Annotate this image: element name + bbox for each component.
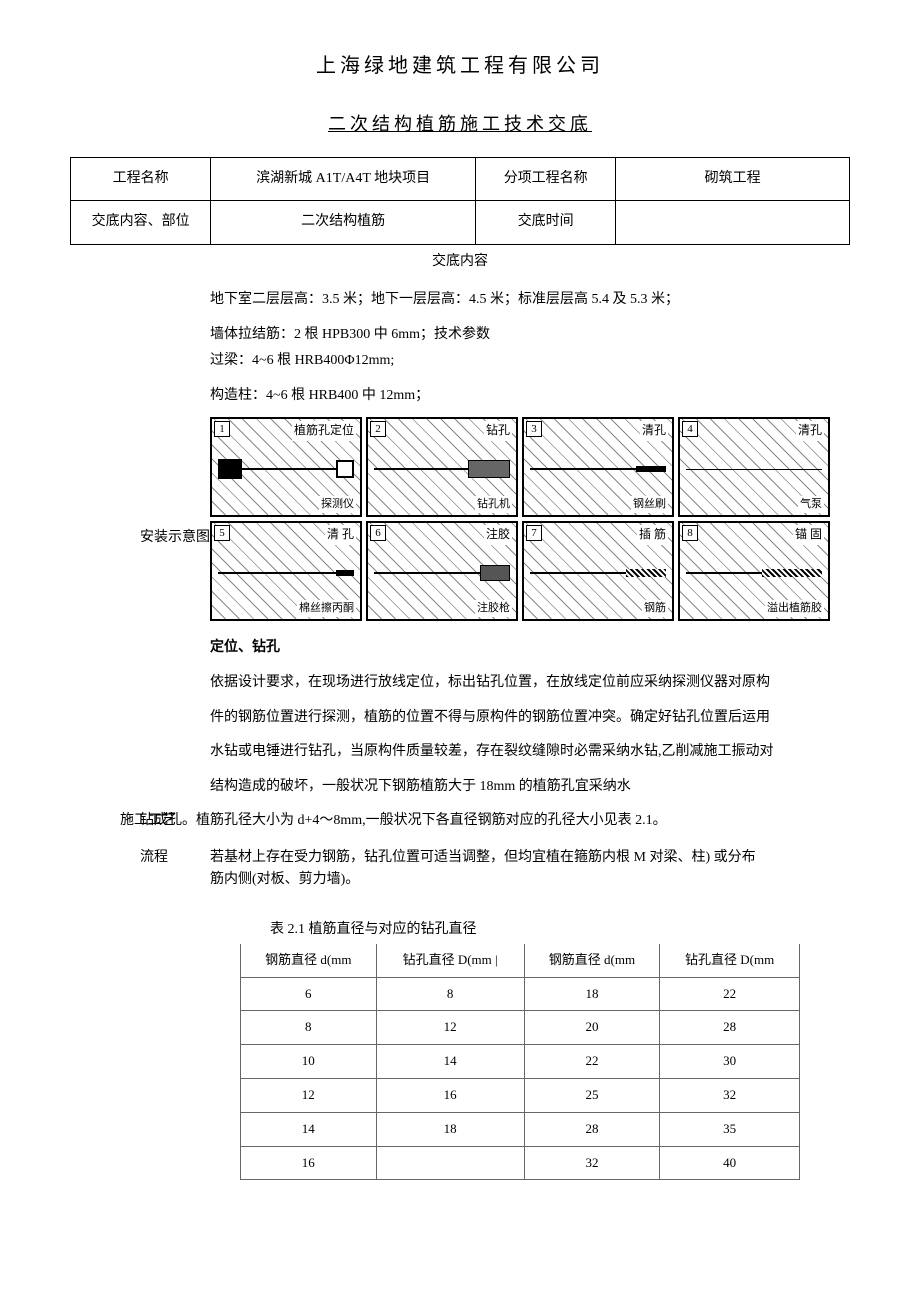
table-row: 10142230: [241, 1045, 800, 1079]
step-title: 清 孔: [325, 525, 356, 544]
step-number: 3: [526, 421, 542, 437]
table-row: 工程名称 滨湖新城 A1T/A4T 地块项目 分项工程名称 砌筑工程: [71, 157, 850, 200]
step-tool: 溢出植筋胶: [765, 600, 824, 618]
column-header: 钢筋直径 d(mm: [241, 944, 377, 977]
step-title: 插 筋: [637, 525, 668, 544]
section-header: 交底内容: [70, 251, 850, 273]
table-cell: 16: [241, 1146, 377, 1180]
diagram-step-7: 7 插 筋 钢筋: [522, 521, 674, 621]
step-number: 8: [682, 525, 698, 541]
table-row: 681822: [241, 977, 800, 1011]
paragraph: 水钻或电锤进行钻孔，当原构件质量较差，存在裂纹缝隙时必需采纳水钻,乙削减施工振动…: [210, 739, 830, 766]
diagram-step-4: 4 清孔 气泵: [678, 417, 830, 517]
table-cell: 18: [376, 1112, 524, 1146]
table-cell: 8: [241, 1011, 377, 1045]
table-row: 16 3240: [241, 1146, 800, 1180]
cell-label: 工程名称: [71, 157, 211, 200]
column-header: 钻孔直径 D(mm: [660, 944, 800, 977]
diagram-step-6: 6 注胶 注胶枪: [366, 521, 518, 621]
table-cell: 28: [660, 1011, 800, 1045]
step-tool: 探测仪: [319, 496, 356, 514]
column-header: 钻孔直径 D(mm |: [376, 944, 524, 977]
side-label: 流程: [140, 847, 168, 869]
step-tool: 棉丝擦丙酮: [297, 600, 356, 618]
table-cell: 12: [241, 1079, 377, 1113]
side-label: 施工工艺: [120, 810, 176, 832]
step-tool: 注胶枪: [475, 600, 512, 618]
table-caption: 表 2.1 植筋直径与对应的钻孔直径: [270, 919, 830, 941]
step-tool: 钢筋: [642, 600, 668, 618]
table-cell: 30: [660, 1045, 800, 1079]
cell-value: 砌筑工程: [616, 157, 850, 200]
paragraph: 件的钢筋位置进行探测，植筋的位置不得与原构件的钢筋位置冲突。确定好钻孔位置后运用: [210, 705, 830, 732]
step-number: 5: [214, 525, 230, 541]
table-cell: 25: [524, 1079, 660, 1113]
table-cell: 16: [376, 1079, 524, 1113]
table-row: 14182835: [241, 1112, 800, 1146]
step-number: 2: [370, 421, 386, 437]
table-cell: 35: [660, 1112, 800, 1146]
table-row: 8122028: [241, 1011, 800, 1045]
table-row: 交底内容、部位 二次结构植筋 交底时间: [71, 201, 850, 244]
table-cell: 14: [241, 1112, 377, 1146]
step-title: 锚 固: [793, 525, 824, 544]
document-title: 二次结构植筋施工技术交底: [70, 110, 850, 139]
paragraph: 筋内侧(对板、剪力墙)。: [210, 872, 359, 887]
paragraph: 地下室二层层高：3.5 米；地下一层层高：4.5 米；标准层层高 5.4 及 5…: [210, 287, 830, 314]
paragraph: 墙体拉结筋：2 根 HPB300 中 6mm；技术参数: [210, 322, 830, 349]
table-cell: 8: [376, 977, 524, 1011]
diagram-step-5: 5 清 孔 棉丝擦丙酮: [210, 521, 362, 621]
table-cell: 12: [376, 1011, 524, 1045]
table-row: 12162532: [241, 1079, 800, 1113]
paragraph: 若基材上存在受力钢筋，钻孔位置可适当调整，但均宜植在箍筋内根 M 对梁、柱) 或…: [210, 850, 756, 865]
table-cell: 10: [241, 1045, 377, 1079]
diagram-label: 安装示意图: [140, 527, 210, 549]
diagram-step-2: 2 钻孔 钻孔机: [366, 417, 518, 517]
step-number: 7: [526, 525, 542, 541]
table-cell: 20: [524, 1011, 660, 1045]
subsection-title: 定位、钻孔: [210, 635, 830, 662]
cell-label: 交底内容、部位: [71, 201, 211, 244]
cell-value: 二次结构植筋: [211, 201, 476, 244]
diagram-step-8: 8 锚 固 溢出植筋胶: [678, 521, 830, 621]
table-cell: 14: [376, 1045, 524, 1079]
cell-value: 滨湖新城 A1T/A4T 地块项目: [211, 157, 476, 200]
step-tool: 钢丝刷: [631, 496, 668, 514]
table-cell: 18: [524, 977, 660, 1011]
diagram-step-1: 1 植筋孔定位 探测仪: [210, 417, 362, 517]
paragraph: 构造柱：4~6 根 HRB400 中 12mm；: [210, 383, 830, 410]
paragraph: 依据设计要求，在现场进行放线定位，标出钻孔位置，在放线定位前应采纳探测仪器对原构: [210, 670, 830, 697]
cell-label: 分项工程名称: [476, 157, 616, 200]
diagram-step-3: 3 清孔 钢丝刷: [522, 417, 674, 517]
cell-value: [616, 201, 850, 244]
table-cell: 32: [660, 1079, 800, 1113]
step-title: 清孔: [796, 421, 824, 440]
diameter-table: 钢筋直径 d(mm 钻孔直径 D(mm | 钢筋直径 d(mm 钻孔直径 D(m…: [240, 944, 800, 1181]
paragraph: 钻成孔。植筋孔径大小为 d+4～8mm,一般状况下各直径钢筋对应的孔径大小见表 …: [140, 813, 667, 828]
step-number: 6: [370, 525, 386, 541]
process-diagram: 1 植筋孔定位 探测仪 2 钻孔 钻孔机 3 清孔 钢丝刷 4 清孔: [210, 417, 830, 621]
table-cell: 32: [524, 1146, 660, 1180]
paragraph: 过梁：4~6 根 HRB400Φ12mm;: [210, 348, 830, 375]
step-number: 4: [682, 421, 698, 437]
column-header: 钢筋直径 d(mm: [524, 944, 660, 977]
table-cell: 22: [524, 1045, 660, 1079]
step-tool: 钻孔机: [475, 496, 512, 514]
table-header-row: 钢筋直径 d(mm 钻孔直径 D(mm | 钢筋直径 d(mm 钻孔直径 D(m…: [241, 944, 800, 977]
table-cell: 22: [660, 977, 800, 1011]
paragraph: 结构造成的破坏，一般状况下钢筋植筋大于 18mm 的植筋孔宜采纳水: [210, 774, 830, 801]
table-cell: 40: [660, 1146, 800, 1180]
cell-label: 交底时间: [476, 201, 616, 244]
step-title: 清孔: [640, 421, 668, 440]
step-tool: 气泵: [798, 496, 824, 514]
table-cell: [376, 1146, 524, 1180]
company-name: 上海绿地建筑工程有限公司: [70, 50, 850, 82]
step-title: 钻孔: [484, 421, 512, 440]
header-table: 工程名称 滨湖新城 A1T/A4T 地块项目 分项工程名称 砌筑工程 交底内容、…: [70, 157, 850, 245]
table-cell: 6: [241, 977, 377, 1011]
step-number: 1: [214, 421, 230, 437]
step-title: 注胶: [484, 525, 512, 544]
step-title: 植筋孔定位: [292, 421, 356, 440]
table-cell: 28: [524, 1112, 660, 1146]
